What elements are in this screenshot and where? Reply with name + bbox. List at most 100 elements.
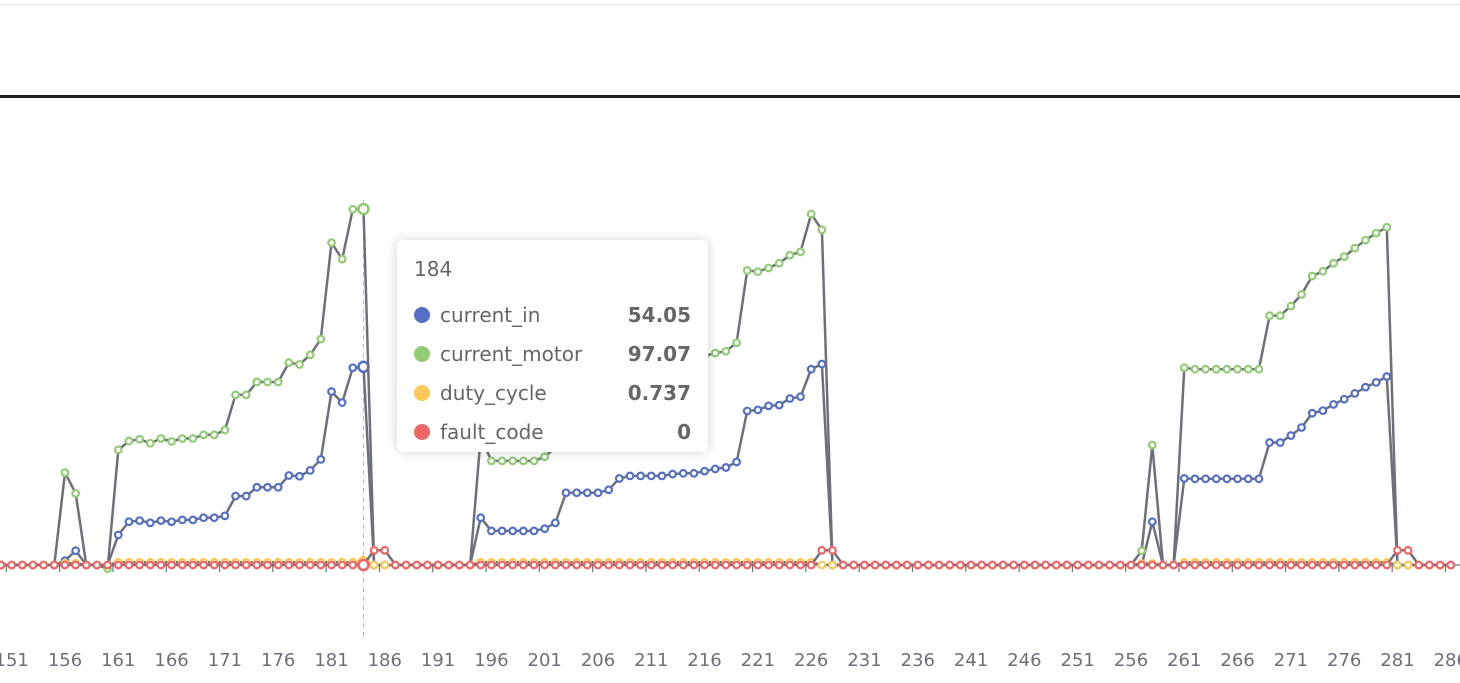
data-point[interactable] [1403, 560, 1413, 570]
data-point[interactable] [1265, 438, 1274, 447]
data-point[interactable] [316, 454, 326, 464]
data-point[interactable] [561, 488, 571, 498]
data-point[interactable] [1297, 423, 1306, 432]
data-point[interactable] [1350, 388, 1360, 398]
data-point[interactable] [945, 560, 955, 570]
data-point[interactable] [380, 545, 390, 555]
data-point[interactable] [1147, 517, 1157, 527]
data-point[interactable] [1329, 560, 1338, 570]
data-point[interactable] [1350, 243, 1360, 253]
data-point[interactable] [689, 468, 699, 478]
data-point[interactable] [710, 348, 720, 358]
data-point[interactable] [646, 471, 656, 481]
data-point[interactable] [497, 560, 507, 570]
data-point[interactable] [1105, 560, 1115, 570]
data-point[interactable] [305, 465, 315, 475]
data-point[interactable] [401, 560, 411, 570]
data-point[interactable] [273, 482, 283, 492]
data-point[interactable] [316, 334, 326, 344]
data-point[interactable] [1361, 382, 1370, 392]
data-point[interactable] [604, 485, 614, 495]
data-point[interactable] [209, 560, 219, 570]
data-point[interactable] [357, 558, 370, 572]
data-point[interactable] [337, 560, 347, 570]
data-point[interactable] [1275, 438, 1285, 447]
data-point[interactable] [1254, 560, 1264, 570]
data-point[interactable] [252, 377, 262, 387]
data-point[interactable] [550, 518, 560, 528]
data-point[interactable] [1435, 560, 1445, 570]
data-point[interactable] [636, 560, 646, 570]
data-point[interactable] [433, 560, 443, 570]
data-point[interactable] [828, 560, 837, 570]
data-point[interactable] [327, 387, 336, 396]
data-point[interactable] [998, 560, 1008, 570]
data-point[interactable] [231, 491, 240, 501]
data-point[interactable] [977, 560, 987, 570]
data-point[interactable] [1350, 560, 1360, 570]
data-point[interactable] [1243, 560, 1253, 570]
data-point[interactable] [582, 560, 592, 570]
data-point[interactable] [572, 488, 582, 498]
data-point[interactable] [668, 560, 678, 570]
data-point[interactable] [241, 491, 251, 501]
data-point[interactable] [1307, 271, 1317, 281]
data-point[interactable] [550, 560, 560, 570]
data-point[interactable] [1275, 560, 1285, 570]
data-point[interactable] [1361, 560, 1370, 570]
data-point[interactable] [188, 560, 198, 570]
data-point[interactable] [924, 560, 933, 570]
data-point[interactable] [668, 469, 678, 479]
data-point[interactable] [678, 468, 688, 478]
data-point[interactable] [231, 390, 240, 400]
data-point[interactable] [263, 482, 272, 492]
data-point[interactable] [593, 488, 603, 498]
data-point[interactable] [1137, 560, 1147, 570]
data-point[interactable] [700, 466, 709, 476]
data-point[interactable] [241, 560, 251, 570]
data-point[interactable] [357, 202, 370, 216]
data-point[interactable] [487, 456, 496, 466]
data-point[interactable] [220, 511, 230, 521]
data-point[interactable] [199, 430, 208, 440]
data-point[interactable] [1190, 364, 1200, 374]
data-point[interactable] [529, 560, 539, 570]
data-point[interactable] [327, 560, 336, 570]
data-point[interactable] [145, 560, 155, 570]
data-point[interactable] [860, 560, 869, 570]
data-point[interactable] [423, 560, 432, 570]
data-point[interactable] [806, 209, 816, 219]
data-point[interactable] [103, 560, 113, 570]
data-point[interactable] [732, 457, 741, 467]
data-point[interactable] [1020, 560, 1029, 570]
data-point[interactable] [529, 456, 539, 466]
data-point[interactable] [1190, 474, 1200, 484]
data-point[interactable] [487, 560, 496, 570]
data-point[interactable] [1201, 560, 1211, 570]
data-point[interactable] [828, 545, 837, 555]
data-point[interactable] [561, 560, 571, 570]
data-point[interactable] [1222, 474, 1232, 484]
data-point[interactable] [39, 560, 49, 570]
data-point[interactable] [934, 560, 944, 570]
data-point[interactable] [7, 560, 17, 570]
data-point[interactable] [295, 560, 304, 570]
data-point[interactable] [71, 546, 81, 556]
data-point[interactable] [796, 247, 805, 257]
data-point[interactable] [529, 526, 539, 536]
data-point[interactable] [241, 390, 251, 400]
data-point[interactable] [71, 560, 81, 570]
data-point[interactable] [742, 560, 752, 570]
data-point[interactable] [988, 560, 997, 570]
data-point[interactable] [817, 225, 827, 235]
data-point[interactable] [476, 513, 486, 523]
data-point[interactable] [444, 560, 454, 570]
data-point[interactable] [689, 560, 699, 570]
data-point[interactable] [305, 560, 315, 570]
data-point[interactable] [742, 266, 752, 275]
data-point[interactable] [625, 560, 635, 570]
data-point[interactable] [892, 560, 901, 570]
data-point[interactable] [284, 471, 294, 480]
data-point[interactable] [678, 560, 688, 570]
data-point[interactable] [1041, 560, 1051, 570]
